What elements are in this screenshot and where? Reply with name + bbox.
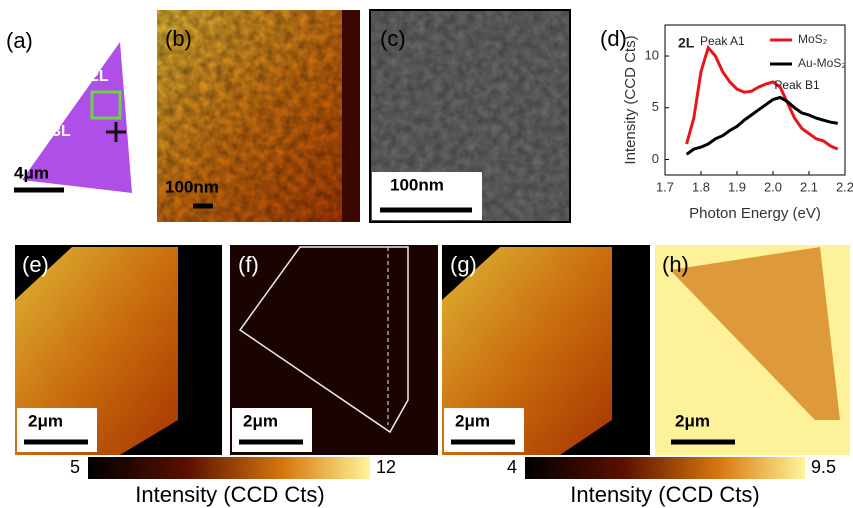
- page: (a) 2L 3L 4μm (b) 100nm (c) 100nm (d) 1.…: [0, 0, 853, 508]
- scale-bar-label: 2μm: [243, 411, 278, 430]
- annotation: 2L: [678, 35, 695, 51]
- colorbar-max: 9.5: [811, 457, 836, 477]
- x-tick-label: 1.7: [656, 179, 674, 194]
- x-tick-label: 2.1: [800, 179, 818, 194]
- panel-f: (f) 2μm: [230, 245, 438, 455]
- scale-bar-label: 2μm: [675, 411, 710, 430]
- annotation: 3L: [52, 123, 71, 140]
- y-tick-label: 0: [652, 151, 659, 166]
- scale-bar-label: 4μm: [14, 163, 49, 182]
- panel-label: (h): [662, 252, 689, 277]
- y-axis-label: Intensity (CCD Cts): [622, 35, 639, 164]
- colorbar-gradient: [525, 457, 805, 479]
- x-axis-label: Photon Energy (eV): [689, 205, 821, 222]
- panel-b: (b) 100nm: [157, 10, 360, 222]
- colorbar-min: 5: [70, 457, 80, 477]
- panel-label: (a): [6, 28, 33, 53]
- annotation: Peak B1: [774, 78, 820, 92]
- panel-e: (e) 2μm: [15, 245, 222, 455]
- colorbar-min: 4: [507, 457, 517, 477]
- legend-label: Au-MoS₂: [798, 56, 846, 70]
- panel-label: (f): [238, 252, 259, 277]
- series-line: [687, 97, 838, 154]
- legend-label: MoS₂: [798, 32, 828, 46]
- colorbar-title: Intensity (CCD Cts): [135, 482, 324, 507]
- panel-label: (b): [165, 26, 192, 51]
- y-tick-label: 5: [652, 99, 659, 114]
- scale-bar-label: 100nm: [165, 177, 219, 196]
- scale-bar-label: 2μm: [455, 411, 490, 430]
- annotation: 2L: [90, 68, 109, 85]
- annotation: Peak A1: [700, 34, 745, 48]
- image-edge: [342, 10, 360, 222]
- x-tick-label: 2.2: [836, 179, 853, 194]
- scale-bar-label: 2μm: [28, 411, 63, 430]
- colorbar: 5 12 Intensity (CCD Cts): [70, 457, 396, 507]
- panel-h: (h) 2μm: [655, 245, 850, 455]
- panel-label: (g): [450, 252, 477, 277]
- colorbar-max: 12: [376, 457, 396, 477]
- x-tick-label: 2.0: [764, 179, 782, 194]
- x-tick-label: 1.8: [692, 179, 710, 194]
- panel-label: (e): [22, 252, 49, 277]
- scale-bar-label: 100nm: [390, 175, 444, 194]
- panel-g: (g) 2μm: [442, 245, 650, 455]
- colorbar: 4 9.5 Intensity (CCD Cts): [507, 457, 836, 507]
- panel-c: (c) 100nm: [370, 10, 570, 222]
- x-tick-label: 1.9: [728, 179, 746, 194]
- panel-label: (c): [380, 26, 406, 51]
- y-tick-label: 10: [645, 47, 659, 62]
- colorbar-title: Intensity (CCD Cts): [570, 482, 759, 507]
- figure: (a) 2L 3L 4μm (b) 100nm (c) 100nm (d) 1.…: [0, 0, 853, 508]
- colorbar-gradient: [88, 457, 370, 479]
- panel-a: (a) 2L 3L 4μm: [6, 28, 132, 193]
